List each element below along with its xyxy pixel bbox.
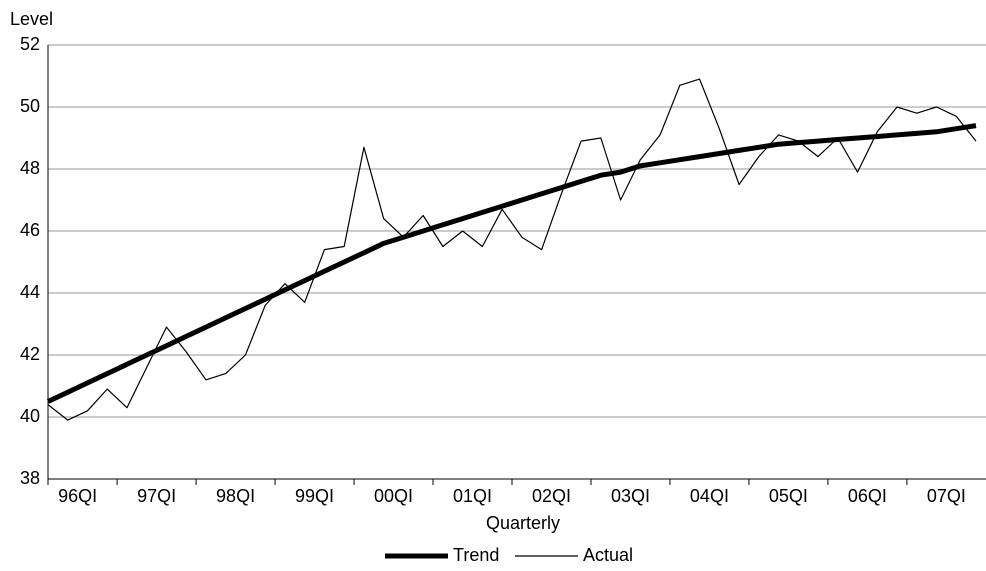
y-tick-label: 42 <box>20 344 40 364</box>
x-tick-label: 96QI <box>58 486 97 506</box>
series-line <box>47 78 977 421</box>
y-tick-label: 40 <box>20 406 40 426</box>
x-tick-label: 04QI <box>690 486 729 506</box>
y-tick-label: 50 <box>20 96 40 116</box>
y-tick-label: 48 <box>20 158 40 178</box>
y-tick-label: 44 <box>20 282 40 302</box>
x-tick-label: 05QI <box>769 486 808 506</box>
x-tick-label: 99QI <box>295 486 334 506</box>
x-tick-label: 01QI <box>453 486 492 506</box>
x-tick-label: 06QI <box>848 486 887 506</box>
x-tick-label: 02QI <box>532 486 571 506</box>
y-tick-label: 46 <box>20 220 40 240</box>
legend-label: Trend <box>453 545 499 565</box>
y-tick-label: 52 <box>20 34 40 54</box>
x-tick-label: 98QI <box>216 486 255 506</box>
x-tick-label: 97QI <box>137 486 176 506</box>
y-axis-label: Level <box>10 9 53 29</box>
legend-label: Actual <box>583 545 633 565</box>
y-tick-label: 38 <box>20 468 40 488</box>
x-tick-label: 07QI <box>927 486 966 506</box>
x-tick-label: 00QI <box>374 486 413 506</box>
x-axis-label: Quarterly <box>486 513 560 533</box>
series-line <box>46 123 977 404</box>
x-tick-label: 03QI <box>611 486 650 506</box>
